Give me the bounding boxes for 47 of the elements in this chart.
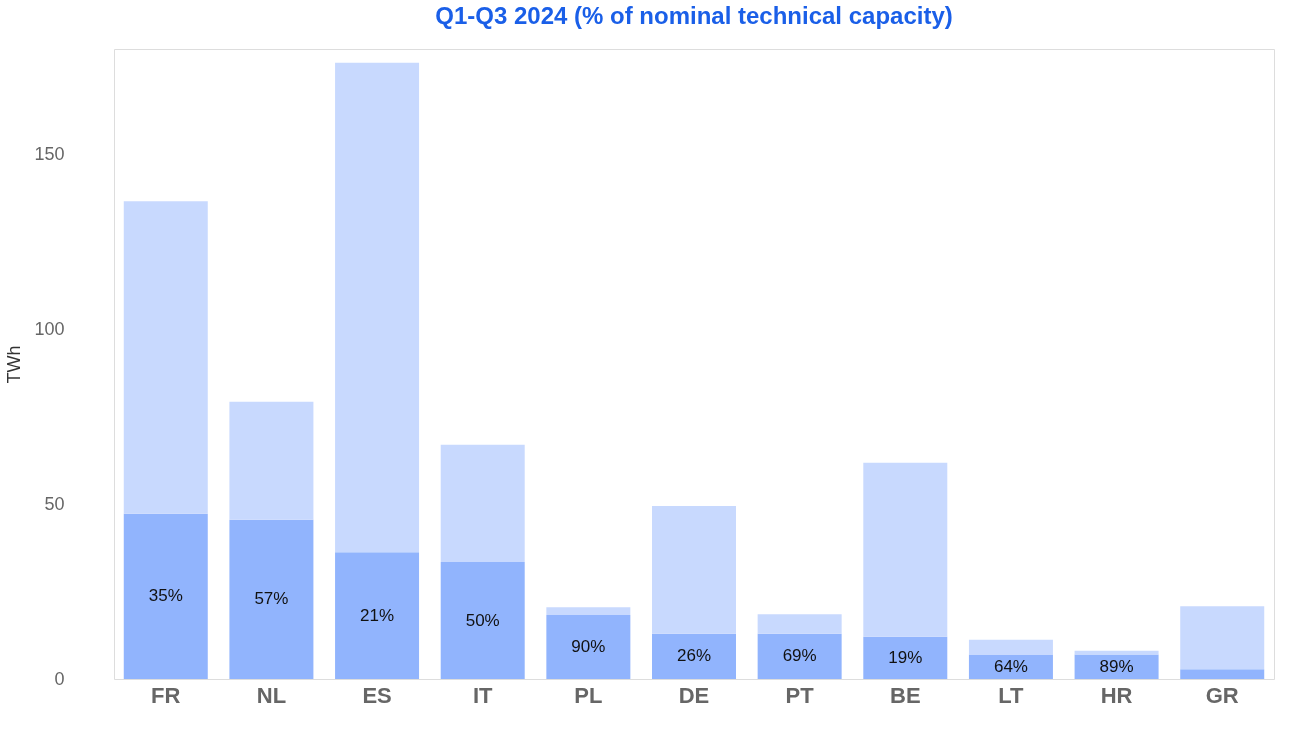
x-tick-label: IT	[472, 682, 494, 708]
x-tick-label: FR	[151, 682, 181, 708]
annotation: 64%	[993, 656, 1028, 676]
x-tick-label: GR	[1205, 682, 1239, 708]
annotation: 26%	[676, 646, 712, 666]
annotation: 21%	[360, 605, 395, 625]
bar	[546, 607, 631, 615]
y-axis-title: TWh	[4, 345, 25, 384]
bar	[863, 636, 948, 679]
bar	[123, 201, 208, 514]
y-tick-label: 0	[54, 668, 65, 689]
annotation: 35%	[148, 586, 183, 606]
bar	[1180, 606, 1265, 670]
x-tick-label: NL	[256, 682, 287, 708]
annotation: 69%	[782, 646, 817, 666]
y-tick-label: 150	[34, 143, 65, 164]
bar	[652, 633, 736, 679]
x-tick-label: LT	[998, 682, 1025, 708]
bar	[335, 62, 420, 553]
x-tick-label: BE	[890, 682, 921, 708]
bar	[546, 614, 631, 679]
x-tick-label: DE	[678, 682, 710, 708]
bar	[757, 633, 842, 679]
bar	[652, 506, 736, 634]
y-tick-label: 100	[34, 318, 65, 339]
bar	[757, 614, 842, 634]
bar	[440, 562, 525, 679]
bar	[968, 639, 1053, 655]
bar	[123, 513, 208, 679]
x-tick-label: HR	[1100, 682, 1133, 708]
y-tick-label: 50	[44, 493, 65, 514]
x-tick-label: PL	[574, 682, 603, 708]
bar	[1074, 650, 1159, 655]
bar	[1180, 669, 1265, 679]
bar	[229, 519, 314, 679]
chart-title: Q1-Q3 2024 (% of nominal technical capacity)	[435, 2, 953, 29]
annotation: 50%	[465, 610, 500, 630]
annotation: 90%	[571, 636, 606, 656]
x-tick-label: ES	[362, 682, 392, 708]
annotation: 89%	[1099, 656, 1134, 676]
x-tick-label: PT	[785, 682, 815, 708]
bar	[229, 401, 314, 520]
bar	[335, 552, 420, 679]
annotation: 19%	[888, 647, 923, 667]
annotation: 57%	[254, 589, 289, 609]
bar	[440, 444, 525, 563]
bar	[863, 462, 948, 637]
